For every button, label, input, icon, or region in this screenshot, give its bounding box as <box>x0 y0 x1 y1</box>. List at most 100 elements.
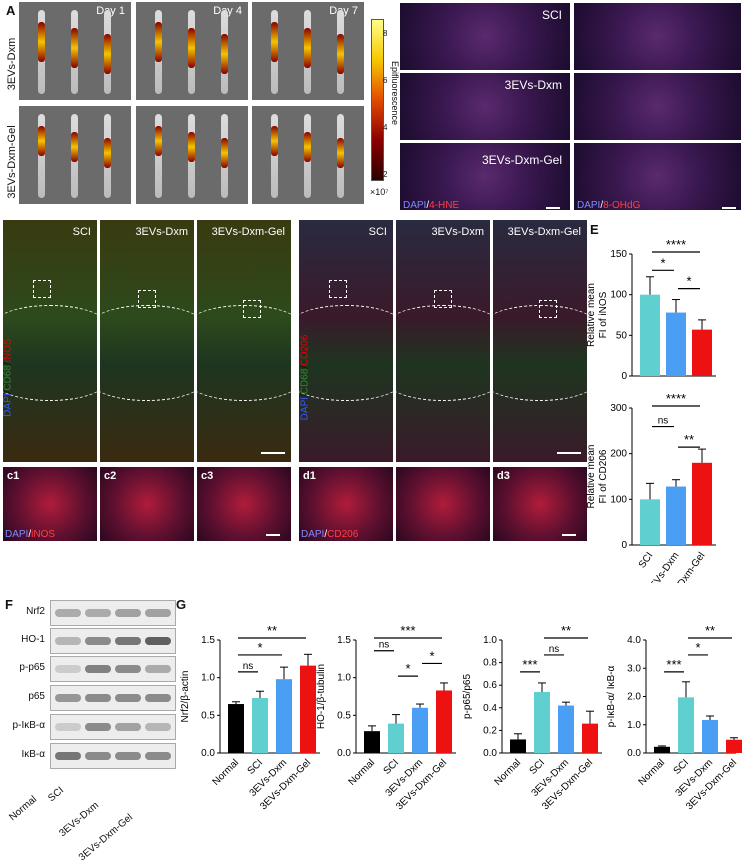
ivis-image: Day 1 <box>19 2 131 100</box>
sig-label: * <box>257 640 262 655</box>
sig-label: ns <box>658 416 669 427</box>
fluorescence-signal <box>38 22 45 62</box>
colorbar-tick: 8 <box>383 29 388 38</box>
x-tick-label: SCI <box>382 757 402 777</box>
section-image: SCI <box>299 220 393 462</box>
blot-band <box>55 609 81 617</box>
scale-bar <box>261 452 285 454</box>
group-label: 3EVs-Dxm-Gel <box>507 226 581 238</box>
zoom-image: c3 <box>197 467 291 541</box>
slash: / <box>324 529 328 540</box>
bar <box>412 707 428 753</box>
stain-dapi: DAPI <box>577 200 601 211</box>
zoom-stain-label: DAPI/iNOS <box>5 529 55 540</box>
bar <box>692 329 712 376</box>
colorbar-tick: 2 <box>383 170 388 179</box>
blot-row <box>50 656 176 682</box>
y-tick-label: 3.0 <box>627 663 641 674</box>
slash: / <box>600 200 604 211</box>
x-tick-label: Normal <box>211 757 242 788</box>
panel-label-a: A <box>6 3 16 18</box>
zoom-image: c2 <box>100 467 194 541</box>
blot-row <box>50 714 176 740</box>
group-label: 3EVs-Dxm-Gel <box>211 226 285 238</box>
fluorescence-signal <box>104 138 111 168</box>
section-image: 3EVs-Dxm <box>396 220 490 462</box>
sig-label: * <box>686 274 691 289</box>
blot-band <box>115 723 141 731</box>
y-tick-label: 0.0 <box>483 748 497 759</box>
blot-band <box>55 694 81 702</box>
blot-band <box>55 637 81 645</box>
fluorescence-signal <box>271 126 278 156</box>
bar <box>534 691 550 753</box>
sig-label: **** <box>666 237 686 252</box>
lane-label: 3EVs-Dxm <box>57 800 102 840</box>
fluorescence-signal <box>221 34 228 74</box>
blot-band <box>55 723 81 731</box>
group-label: SCI <box>72 226 91 238</box>
fluorescence-signal <box>188 28 195 68</box>
blot-band <box>145 609 171 617</box>
scale-bar <box>562 534 576 536</box>
bar <box>436 690 452 753</box>
colorbar-tick: 6 <box>383 76 388 85</box>
lesion-boundary <box>493 360 587 401</box>
bar <box>654 746 670 753</box>
x-tick-label: SCI <box>528 757 548 777</box>
bar <box>640 294 660 376</box>
group-label: 3EVs-Dxm-Gel <box>481 153 562 167</box>
stain-cd206: CD206 <box>299 334 311 366</box>
section-image: 3EVs-Dxm <box>100 220 194 462</box>
sig-label: ** <box>684 432 694 447</box>
spinal-cord-sample <box>38 114 45 198</box>
scale-bar <box>722 207 736 209</box>
stain-marker: iNOS <box>31 529 56 540</box>
group-label: 3EVs-Dxm <box>431 226 484 238</box>
stain-label-4hne: DAPI/4-HNE <box>403 200 459 211</box>
tissue-section-image <box>574 73 741 140</box>
blot-row <box>50 685 176 711</box>
y-tick-label: 0 <box>621 371 627 382</box>
sig-label: ns <box>243 661 254 672</box>
ivis-image <box>136 106 248 204</box>
y-tick-label: 0.0 <box>627 748 641 759</box>
ivis-image <box>252 106 364 204</box>
stain-marker: CD206 <box>327 529 359 540</box>
stain-8ohdg: 8-OHdG <box>603 200 641 211</box>
bar <box>276 679 292 753</box>
x-tick-label: Normal <box>637 757 668 788</box>
stain-inos: iNOS <box>2 338 14 363</box>
band-label: IκB-α <box>21 749 45 760</box>
sig-label: * <box>429 648 434 663</box>
blot-band <box>85 665 111 673</box>
x-tick-label: SCI <box>672 757 692 777</box>
blot-band <box>145 752 171 760</box>
lesion-boundary <box>197 305 291 346</box>
y-axis-label: Relative meanFI of iNOS <box>586 283 609 347</box>
roi-box <box>33 280 51 298</box>
spinal-cord-sample <box>271 114 278 198</box>
band-label: p-IκB-α <box>12 720 45 731</box>
sig-label: ** <box>561 623 571 638</box>
blot-band <box>55 665 81 673</box>
bar <box>666 312 686 376</box>
sig-label: ns <box>549 644 560 655</box>
y-tick-label: 150 <box>610 249 627 260</box>
zoom-image: d1 <box>299 467 393 541</box>
panel-label-f: F <box>5 597 13 612</box>
scale-bar <box>266 534 280 536</box>
blot-band <box>115 637 141 645</box>
lesion-boundary <box>3 305 97 346</box>
fluorescence-signal <box>71 132 78 162</box>
lesion-boundary <box>493 305 587 346</box>
blot-band <box>145 694 171 702</box>
sig-label: *** <box>666 657 681 672</box>
subpanel-label: c1 <box>7 470 20 482</box>
y-axis-label: HO-1/β-tubulin <box>316 664 327 729</box>
stain-dapi: DAPI <box>299 396 311 421</box>
tissue-section-image <box>574 3 741 70</box>
